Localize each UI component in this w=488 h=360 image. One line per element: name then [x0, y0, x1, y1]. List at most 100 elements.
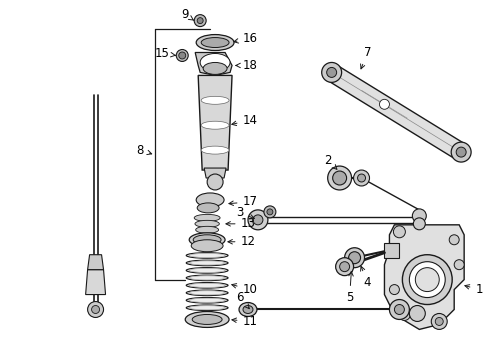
Ellipse shape [186, 260, 227, 266]
Circle shape [335, 258, 353, 276]
Ellipse shape [195, 226, 218, 233]
Circle shape [414, 268, 438, 292]
Circle shape [394, 305, 404, 315]
Ellipse shape [196, 193, 224, 207]
Circle shape [339, 262, 349, 272]
Circle shape [91, 306, 100, 314]
Circle shape [393, 226, 405, 238]
Circle shape [408, 306, 425, 321]
Circle shape [448, 235, 458, 245]
Ellipse shape [186, 275, 227, 281]
Ellipse shape [186, 290, 227, 296]
Circle shape [207, 174, 223, 190]
Ellipse shape [185, 311, 228, 328]
Ellipse shape [186, 267, 227, 273]
Text: 13: 13 [225, 217, 255, 230]
Circle shape [353, 170, 369, 186]
Ellipse shape [192, 315, 222, 324]
Ellipse shape [243, 306, 252, 314]
Circle shape [434, 318, 442, 325]
Circle shape [453, 260, 463, 270]
Ellipse shape [186, 253, 227, 258]
Circle shape [321, 62, 341, 82]
Polygon shape [195, 53, 232, 75]
Text: 9: 9 [181, 8, 194, 21]
Circle shape [388, 300, 408, 319]
Ellipse shape [186, 305, 227, 311]
Circle shape [344, 248, 364, 268]
Ellipse shape [201, 121, 228, 129]
Ellipse shape [189, 276, 224, 280]
Ellipse shape [194, 214, 220, 221]
Circle shape [327, 166, 351, 190]
Circle shape [264, 206, 275, 218]
Circle shape [197, 18, 203, 24]
Polygon shape [198, 75, 232, 170]
Ellipse shape [189, 261, 224, 265]
Circle shape [398, 309, 409, 320]
Text: 12: 12 [227, 235, 255, 248]
Ellipse shape [189, 253, 224, 257]
Ellipse shape [239, 302, 256, 316]
Text: 4: 4 [360, 266, 370, 289]
Polygon shape [384, 225, 463, 329]
Text: 7: 7 [360, 46, 370, 69]
Ellipse shape [186, 283, 227, 288]
Text: 18: 18 [235, 59, 257, 72]
Text: 14: 14 [231, 114, 257, 127]
Polygon shape [326, 65, 465, 160]
Ellipse shape [189, 298, 224, 302]
Ellipse shape [186, 297, 227, 303]
Circle shape [348, 252, 360, 264]
Text: 1: 1 [464, 283, 482, 296]
Circle shape [412, 218, 425, 230]
Ellipse shape [189, 283, 224, 287]
Ellipse shape [200, 54, 229, 71]
Polygon shape [384, 243, 399, 258]
Text: 11: 11 [231, 315, 257, 328]
Circle shape [402, 255, 451, 305]
Ellipse shape [203, 62, 226, 75]
Circle shape [87, 302, 103, 318]
Circle shape [252, 215, 263, 225]
Circle shape [411, 209, 426, 223]
Text: 2: 2 [323, 154, 336, 169]
Circle shape [455, 147, 465, 157]
Ellipse shape [193, 235, 221, 245]
Circle shape [430, 314, 447, 329]
Polygon shape [87, 255, 103, 270]
Ellipse shape [196, 35, 234, 50]
Text: 8: 8 [137, 144, 151, 157]
Text: 10: 10 [231, 283, 257, 296]
Ellipse shape [189, 233, 224, 247]
Circle shape [247, 210, 267, 230]
Circle shape [194, 15, 206, 27]
Circle shape [179, 52, 185, 59]
Ellipse shape [195, 220, 219, 227]
Ellipse shape [201, 146, 228, 154]
Text: 17: 17 [228, 195, 257, 208]
Text: 5: 5 [345, 271, 352, 304]
Text: 15: 15 [155, 47, 175, 60]
Ellipse shape [189, 291, 224, 295]
Circle shape [326, 67, 336, 77]
Circle shape [408, 262, 444, 298]
Circle shape [357, 174, 365, 182]
Circle shape [332, 171, 346, 185]
Circle shape [176, 50, 188, 62]
Polygon shape [203, 168, 225, 178]
Ellipse shape [201, 37, 228, 48]
Text: 16: 16 [233, 32, 257, 45]
Circle shape [388, 285, 399, 294]
Ellipse shape [191, 240, 223, 252]
Ellipse shape [201, 96, 228, 104]
Circle shape [379, 99, 388, 109]
Text: 6: 6 [236, 291, 249, 309]
Polygon shape [85, 270, 105, 294]
Ellipse shape [189, 268, 224, 273]
Ellipse shape [189, 306, 224, 310]
Circle shape [266, 209, 272, 215]
Text: 3: 3 [236, 206, 254, 219]
Ellipse shape [197, 203, 219, 213]
Circle shape [450, 142, 470, 162]
